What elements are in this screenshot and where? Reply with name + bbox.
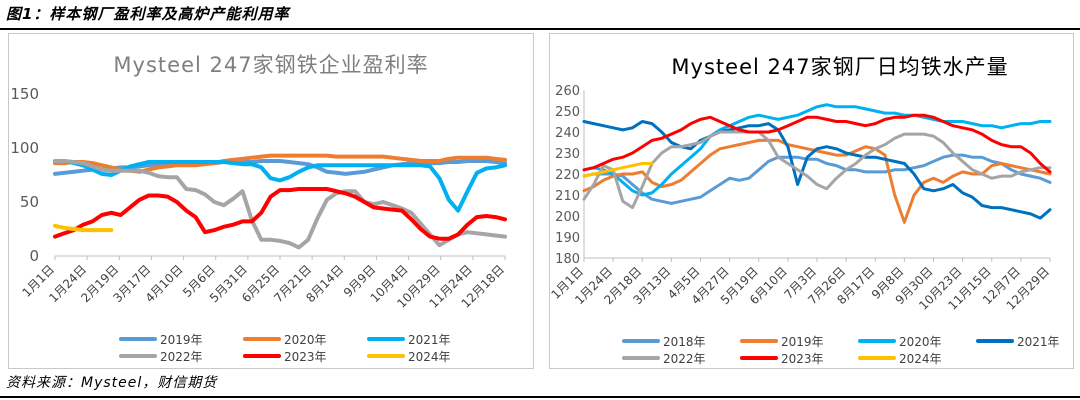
legend-label: 2023年 [781, 352, 824, 366]
legend-label: 2020年 [899, 335, 942, 349]
legend-label: 2022年 [663, 352, 706, 366]
y-tick-label: 180 [555, 252, 580, 267]
y-tick-label: 220 [555, 168, 580, 183]
series-line-2023年 [582, 113, 1052, 174]
y-tick-label: 240 [555, 126, 580, 141]
series-line-2024年 [53, 223, 114, 233]
y-tick-label: 250 [555, 105, 580, 120]
series-line-2019年 [582, 138, 1052, 224]
figure-title: 图1：样本钢厂盈利率及高炉产能利用率 [6, 5, 290, 23]
title-divider [0, 28, 1080, 30]
legend-label: 2024年 [899, 352, 942, 366]
hot-metal-output-chart: Mysteel 247家钢厂日均铁水产量 180 190 200 210 220 230 24… [550, 55, 1060, 366]
bottom-divider [0, 396, 1080, 398]
y-tick-label: 200 [555, 210, 580, 225]
legend-label: 2020年 [284, 333, 327, 347]
legend-label: 2021年 [408, 333, 451, 347]
series-line-2024年 [582, 162, 654, 178]
series-line-2021年 [53, 159, 507, 213]
profit-rate-chart-panel: Mysteel 247家钢铁企业盈利率 0 50 100 150 1月1日 1月24日 2月1… [8, 33, 534, 369]
chart-title: Mysteel 247家钢厂日均铁水产量 [671, 55, 1008, 79]
y-tick-label: 100 [10, 139, 39, 157]
legend-label: 2019年 [160, 333, 203, 347]
series-line-2022年 [582, 130, 1052, 210]
legend-label: 2022年 [160, 350, 203, 364]
legend-label: 2018年 [663, 335, 706, 349]
hot-metal-output-chart-panel: Mysteel 247家钢厂日均铁水产量 180 190 200 210 220 230 24… [549, 33, 1074, 369]
series-line-2020年 [582, 103, 1052, 197]
chart-title: Mysteel 247家钢铁企业盈利率 [113, 53, 428, 77]
source-note: 资料来源：Mysteel，财信期货 [6, 375, 218, 391]
profit-rate-chart: Mysteel 247家钢铁企业盈利率0501001501月1日1月24日2月1… [10, 53, 507, 364]
legend-label: 2023年 [284, 350, 327, 364]
legend-label: 2021年 [1017, 335, 1060, 349]
y-tick-label: 0 [29, 247, 39, 265]
y-tick-label: 210 [555, 189, 580, 204]
y-tick-label: 190 [555, 231, 580, 246]
series-line-2023年 [53, 187, 507, 241]
legend-label: 2019年 [781, 335, 824, 349]
legend-label: 2024年 [408, 350, 451, 364]
series-line-2018年 [582, 153, 1052, 205]
series-line-2021年 [582, 120, 1052, 220]
y-tick-label: 50 [20, 193, 39, 211]
y-tick-label: 260 [555, 84, 580, 99]
y-tick-label: 230 [555, 147, 580, 162]
y-tick-label: 150 [10, 85, 39, 103]
